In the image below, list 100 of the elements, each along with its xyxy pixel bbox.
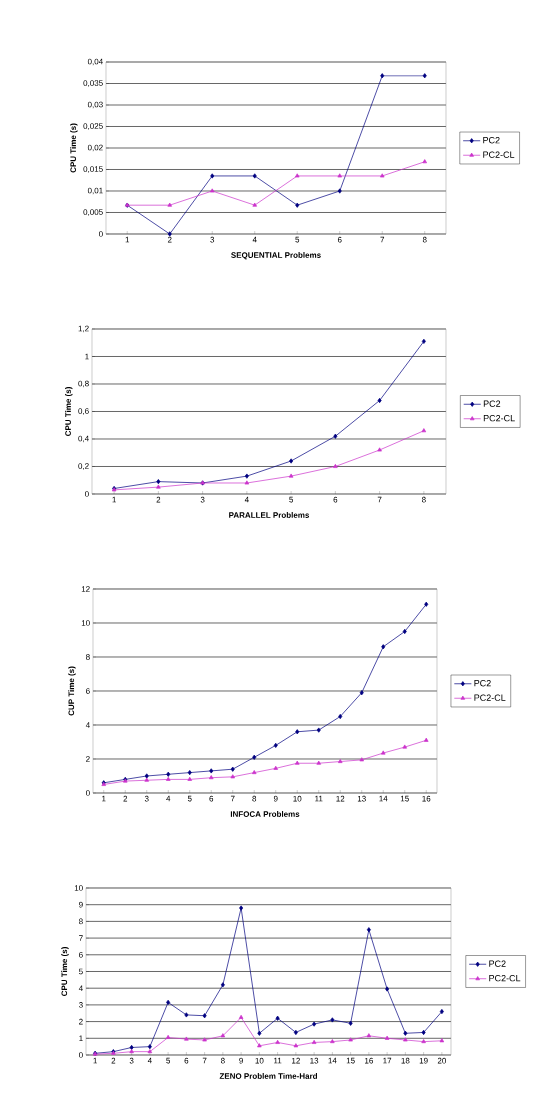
y-tick-label: 12 — [81, 586, 90, 592]
y-axis-title: CPU Time (s) — [61, 947, 69, 996]
y-tick-label: 10 — [81, 620, 90, 626]
x-tick-label: 7 — [377, 496, 382, 503]
x-tick-label: 13 — [357, 795, 366, 802]
y-tick-label: 0,8 — [78, 380, 89, 388]
x-tick-label: 6 — [333, 496, 338, 503]
x-axis-title: SEQUENTIAL Problems — [231, 252, 321, 260]
y-tick-label: 1,2 — [78, 325, 89, 333]
x-tick-label: 8 — [422, 236, 427, 243]
x-tick-label: 2 — [167, 236, 172, 243]
x-tick-label: 8 — [220, 1057, 225, 1064]
legend-label: PC2-CL — [489, 974, 521, 982]
y-tick-label: 0,01 — [87, 187, 103, 195]
y-tick-label: 0,035 — [83, 80, 103, 87]
y-tick-label: 7 — [79, 935, 83, 941]
x-tick-label: 6 — [209, 795, 214, 802]
x-tick-label: 19 — [419, 1057, 428, 1064]
x-tick-label: 4 — [244, 496, 249, 503]
x-tick-label: 10 — [293, 795, 302, 802]
y-tick-label: 0,2 — [78, 463, 89, 470]
legend-label: PC2 — [489, 960, 506, 967]
x-tick-label: 14 — [379, 795, 388, 802]
x-axis-title: PARALLEL Problems — [229, 512, 310, 518]
x-tick-label: 3 — [200, 496, 205, 503]
x-tick-label: 16 — [365, 1057, 373, 1064]
x-axis-title: INFOCA Problems — [230, 811, 300, 817]
x-tick-label: 8 — [421, 496, 426, 503]
x-tick-label: 7 — [230, 795, 235, 802]
x-tick-label: 2 — [111, 1057, 116, 1064]
x-tick-label: 1 — [125, 236, 130, 243]
x-tick-label: 17 — [383, 1057, 392, 1064]
x-tick-label: 20 — [437, 1057, 447, 1064]
x-tick-label: 12 — [292, 1057, 300, 1064]
legend-label: PC2 — [483, 400, 501, 407]
y-axis-title: CUP Time (s) — [68, 666, 76, 716]
y-tick-label: 2 — [86, 756, 90, 762]
x-tick-label: 8 — [252, 795, 257, 802]
y-axis-title: CPU Time (s) — [65, 387, 73, 436]
x-tick-label: 15 — [346, 1057, 355, 1064]
y-tick-label: 0 — [99, 231, 103, 237]
x-tick-label: 6 — [337, 236, 342, 243]
y-tick-label: 0,03 — [87, 101, 103, 109]
x-axis-title: ZENO Problem Time-Hard — [219, 1073, 318, 1079]
y-tick-label: 0 — [85, 491, 89, 497]
y-tick-label: 0,04 — [87, 58, 103, 66]
y-tick-label: 0 — [79, 1052, 83, 1058]
x-tick-label: 5 — [289, 496, 293, 503]
x-tick-label: 2 — [123, 795, 128, 802]
x-tick-label: 4 — [252, 236, 257, 243]
y-tick-label: 0,025 — [83, 123, 103, 130]
y-axis-title: CPU Time (s) — [70, 123, 78, 173]
x-tick-label: 5 — [187, 795, 192, 802]
y-tick-label: 2 — [79, 1018, 83, 1025]
y-tick-label: 1 — [85, 353, 89, 360]
x-tick-label: 4 — [147, 1057, 152, 1064]
x-tick-label: 11 — [315, 795, 323, 802]
y-tick-label: 10 — [74, 885, 83, 891]
x-tick-label: 2 — [156, 496, 161, 503]
x-tick-label: 7 — [380, 236, 385, 243]
y-tick-label: 0,6 — [78, 408, 89, 415]
x-tick-label: 15 — [400, 795, 409, 802]
y-tick-label: 8 — [86, 654, 90, 660]
legend-label: PC2 — [474, 680, 491, 687]
y-tick-label: 4 — [78, 985, 83, 991]
x-tick-label: 4 — [166, 795, 171, 802]
x-tick-label: 14 — [328, 1057, 337, 1064]
y-tick-label: 0,005 — [83, 209, 103, 216]
legend-label: PC2 — [483, 137, 500, 144]
x-tick-label: 13 — [310, 1057, 319, 1064]
y-tick-label: 0,02 — [87, 144, 103, 152]
x-tick-label: 1 — [112, 496, 116, 503]
x-tick-label: 3 — [210, 236, 215, 243]
x-tick-label: 16 — [422, 795, 431, 802]
x-tick-label: 12 — [336, 795, 345, 802]
y-tick-label: 9 — [79, 901, 83, 908]
x-tick-label: 11 — [274, 1057, 282, 1064]
x-tick-label: 5 — [166, 1057, 171, 1064]
y-tick-label: 8 — [79, 918, 83, 925]
y-tick-label: 0,015 — [83, 166, 103, 173]
legend-label: PC2-CL — [483, 414, 515, 422]
x-tick-label: 18 — [401, 1057, 410, 1064]
y-tick-label: 6 — [86, 688, 90, 694]
x-tick-label: 9 — [273, 795, 278, 802]
legend-label: PC2-CL — [483, 151, 515, 158]
y-tick-label: 6 — [79, 951, 83, 958]
x-tick-label: 6 — [184, 1057, 189, 1064]
x-tick-label: 3 — [144, 795, 149, 802]
x-tick-label: 9 — [239, 1057, 243, 1064]
x-tick-label: 10 — [255, 1057, 264, 1064]
y-tick-label: 0,4 — [78, 435, 89, 443]
x-tick-label: 3 — [129, 1057, 134, 1064]
y-tick-label: 5 — [79, 968, 83, 975]
y-tick-label: 0 — [86, 790, 90, 796]
x-tick-label: 7 — [202, 1057, 207, 1064]
x-tick-label: 5 — [295, 236, 300, 243]
y-tick-label: 4 — [85, 722, 90, 728]
y-tick-label: 1 — [79, 1035, 83, 1042]
legend-label: PC2-CL — [474, 694, 506, 701]
y-tick-label: 3 — [78, 1002, 83, 1008]
